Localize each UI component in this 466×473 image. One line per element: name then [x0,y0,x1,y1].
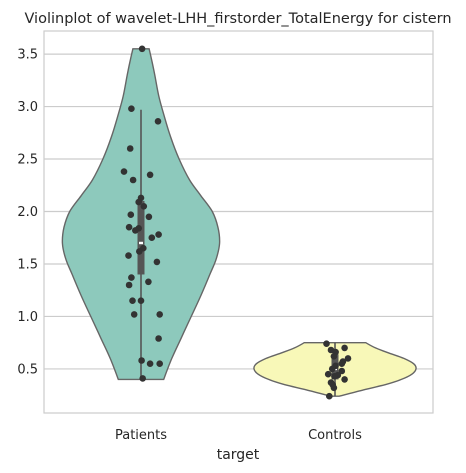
x-tick-labels: Patients Controls [115,428,362,443]
data-point [120,168,128,175]
data-point [132,227,139,234]
data-point [341,376,348,383]
data-point [153,258,161,266]
data-point [146,360,154,368]
y-tick-label: 3.5 [17,48,38,63]
data-point [344,355,352,362]
data-point [136,248,143,255]
data-point [338,367,346,375]
data-point [125,281,133,289]
y-tick-labels: 0.5 1.0 1.5 2.0 2.5 3.0 3.5 [17,48,38,378]
iqr-box [137,201,145,275]
x-axis-label: target [217,447,260,463]
data-point [148,234,156,241]
data-point [145,213,153,221]
y-tick-label: 1.0 [17,310,38,325]
data-point [126,145,134,152]
data-point [328,365,336,373]
strip-points [120,45,352,400]
data-point [326,392,333,400]
data-point [323,340,330,348]
data-point [330,353,338,360]
data-point [140,203,148,210]
violins [61,48,417,397]
data-point [128,105,135,112]
data-point [125,223,133,231]
data-point [154,118,162,125]
y-tick-label: 3.0 [17,100,38,115]
data-point [138,45,146,53]
data-point [146,171,154,179]
y-tick-label: 0.5 [17,362,38,377]
data-point [138,357,145,364]
x-tick-label: Patients [115,428,167,443]
data-point [331,373,338,380]
data-point [330,384,338,392]
data-point [338,360,346,368]
data-point [155,231,162,238]
data-point [129,176,137,184]
y-tick-label: 1.5 [17,257,38,272]
data-point [130,311,138,318]
y-tick-label: 2.5 [17,153,38,168]
median-mark [139,241,143,245]
y-tick-label: 2.0 [17,205,38,220]
x-tick-label: Controls [308,428,362,443]
data-point [155,335,162,342]
plot-frame [43,30,434,414]
data-point [129,297,136,305]
data-point [156,311,163,318]
data-point [145,278,152,286]
chart-title: Violinplot of wavelet-LHH_firstorder_Tot… [24,11,451,27]
data-point [324,370,332,378]
data-point [125,252,132,259]
data-point [156,360,163,368]
data-point [341,344,348,352]
data-point [135,198,142,206]
data-point [139,375,146,382]
data-point [128,274,135,281]
data-point [137,297,145,305]
data-point [127,211,135,218]
